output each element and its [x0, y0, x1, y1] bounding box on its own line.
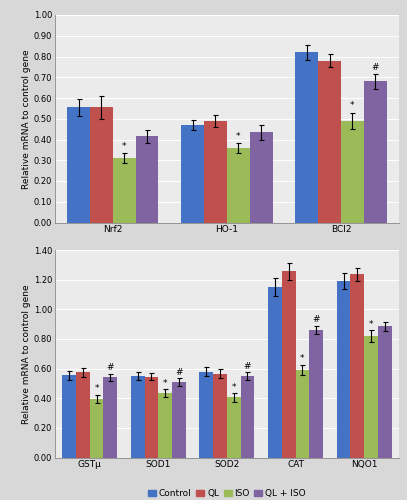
Bar	[282, 272, 295, 458]
Bar	[241, 376, 254, 458]
Y-axis label: Relative mRNA to control gene: Relative mRNA to control gene	[22, 49, 31, 188]
Bar	[250, 132, 273, 222]
Text: *: *	[300, 354, 304, 364]
Bar	[113, 158, 136, 222]
Text: *: *	[122, 142, 127, 151]
Bar	[144, 376, 158, 458]
Text: *: *	[232, 382, 236, 392]
Text: #: #	[107, 364, 114, 372]
Bar	[213, 374, 227, 458]
Bar	[227, 148, 250, 222]
Legend: Control, QL, ISO, QL + ISO: Control, QL, ISO, QL + ISO	[148, 254, 306, 263]
Bar	[131, 376, 144, 458]
Bar	[364, 82, 387, 222]
Text: *: *	[236, 132, 241, 140]
Text: *: *	[163, 379, 167, 388]
Bar	[76, 372, 90, 458]
Text: #: #	[244, 362, 251, 371]
Bar	[378, 326, 392, 458]
Bar	[181, 125, 204, 222]
Bar	[295, 370, 309, 458]
Text: #: #	[372, 63, 379, 72]
Bar	[90, 108, 113, 222]
Y-axis label: Relative mRNA to control gene: Relative mRNA to control gene	[22, 284, 31, 424]
Text: *: *	[350, 102, 354, 110]
Bar	[158, 393, 172, 458]
Bar	[227, 398, 241, 458]
Bar	[350, 274, 364, 458]
Bar	[318, 60, 341, 222]
Bar	[204, 121, 227, 222]
Bar	[62, 375, 76, 458]
Bar	[90, 399, 103, 458]
Text: *: *	[94, 384, 99, 393]
Bar	[337, 281, 350, 458]
Text: #: #	[312, 315, 320, 324]
Bar	[341, 121, 364, 222]
Bar	[103, 378, 117, 458]
Bar	[295, 52, 318, 222]
Legend: Control, QL, ISO, QL + ISO: Control, QL, ISO, QL + ISO	[148, 489, 306, 498]
Bar	[268, 287, 282, 458]
Text: *: *	[369, 320, 373, 328]
Bar	[199, 372, 213, 458]
Bar	[309, 330, 323, 458]
Text: #: #	[175, 368, 183, 376]
Bar	[364, 336, 378, 458]
Bar	[172, 382, 186, 458]
Bar	[136, 136, 158, 222]
Bar	[67, 108, 90, 222]
